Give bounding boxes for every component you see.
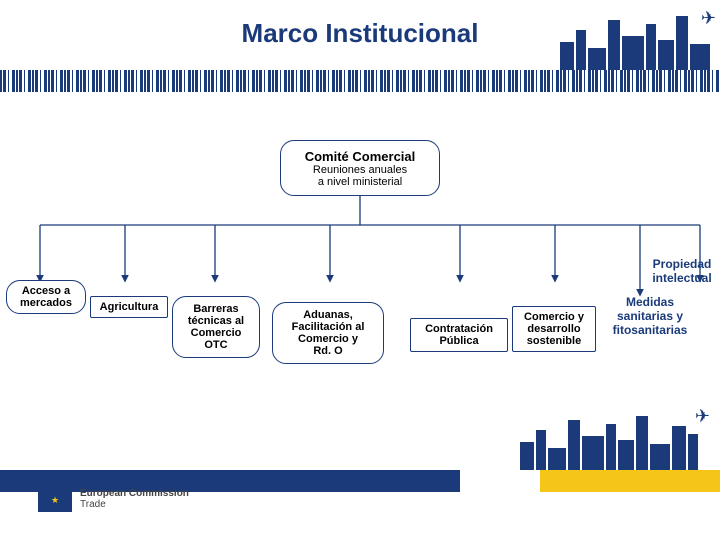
leaf-line: Pública [439, 335, 478, 347]
leaf-line: Comercio y [524, 311, 584, 323]
leaf-propiedad-int: Propiedadintelectual [642, 258, 720, 290]
building-shape [650, 444, 670, 470]
eu-flag-icon: ★ [38, 488, 72, 512]
leaf-line: Facilitación al [292, 321, 365, 333]
building-shape [548, 448, 566, 470]
building-shape [582, 436, 604, 470]
leaf-line: intelectual [642, 272, 720, 286]
leaf-line: Barreras [193, 303, 238, 315]
skyline-top-graphic: ✈ [560, 10, 720, 70]
leaf-line: Contratación [425, 323, 493, 335]
leaf-line: Agricultura [100, 301, 159, 313]
building-shape [576, 30, 586, 70]
root-header: Comité Comercial [305, 149, 416, 164]
building-shape [688, 434, 698, 470]
building-shape [520, 442, 534, 470]
leaf-line: desarrollo [527, 323, 580, 335]
plane-icon: ✈ [695, 406, 710, 427]
building-shape [690, 44, 710, 70]
leaf-contratacion: ContrataciónPública [410, 318, 508, 352]
building-shape [536, 430, 546, 470]
leaf-line: fitosanitarias [600, 324, 700, 338]
building-shape [646, 24, 656, 70]
page-title: Marco Institucional [220, 18, 500, 49]
leaf-line: sanitarias y [600, 310, 700, 324]
building-shape [658, 40, 674, 70]
root-node-comite: Comité Comercial Reuniones anuales a niv… [280, 140, 440, 196]
leaf-barreras-otc: Barrerastécnicas alComercioOTC [172, 296, 260, 358]
leaf-line: mercados [20, 297, 72, 309]
building-shape [560, 42, 574, 70]
leaf-line: Medidas [600, 296, 700, 310]
barcode-strip [0, 70, 720, 92]
footer-gap [460, 470, 540, 492]
leaf-agricultura: Agricultura [90, 296, 168, 318]
leaf-line: Aduanas, [303, 309, 353, 321]
skyline-bottom-graphic: ✈ [520, 410, 720, 470]
building-shape [672, 426, 686, 470]
building-shape [636, 416, 648, 470]
root-sub1: Reuniones anuales [313, 164, 407, 176]
building-shape [568, 420, 580, 470]
leaf-line: técnicas al [188, 315, 244, 327]
building-shape [588, 48, 606, 70]
building-shape [622, 36, 644, 70]
building-shape [618, 440, 634, 470]
leaf-line: Comercio y [298, 333, 358, 345]
ec-label: European Commission Trade [80, 488, 189, 510]
building-shape [606, 424, 616, 470]
plane-icon: ✈ [701, 8, 716, 29]
leaf-line: Comercio [191, 327, 242, 339]
leaf-line: sostenible [527, 335, 581, 347]
leaf-line: Acceso a [22, 285, 70, 297]
leaf-aduanas: Aduanas,Facilitación alComercio yRd. O [272, 302, 384, 364]
building-shape [676, 16, 688, 70]
leaf-line: Rd. O [313, 345, 342, 357]
leaf-line: OTC [204, 339, 227, 351]
leaf-line: Propiedad [642, 258, 720, 272]
root-sub2: a nivel ministerial [318, 176, 402, 188]
leaf-comercio-dev: Comercio ydesarrollosostenible [512, 306, 596, 352]
leaf-acceso-mercados: Acceso amercados [6, 280, 86, 314]
footer-yellow [540, 470, 720, 492]
leaf-medidas-san: Medidassanitarias yfitosanitarias [600, 296, 700, 342]
building-shape [608, 20, 620, 70]
